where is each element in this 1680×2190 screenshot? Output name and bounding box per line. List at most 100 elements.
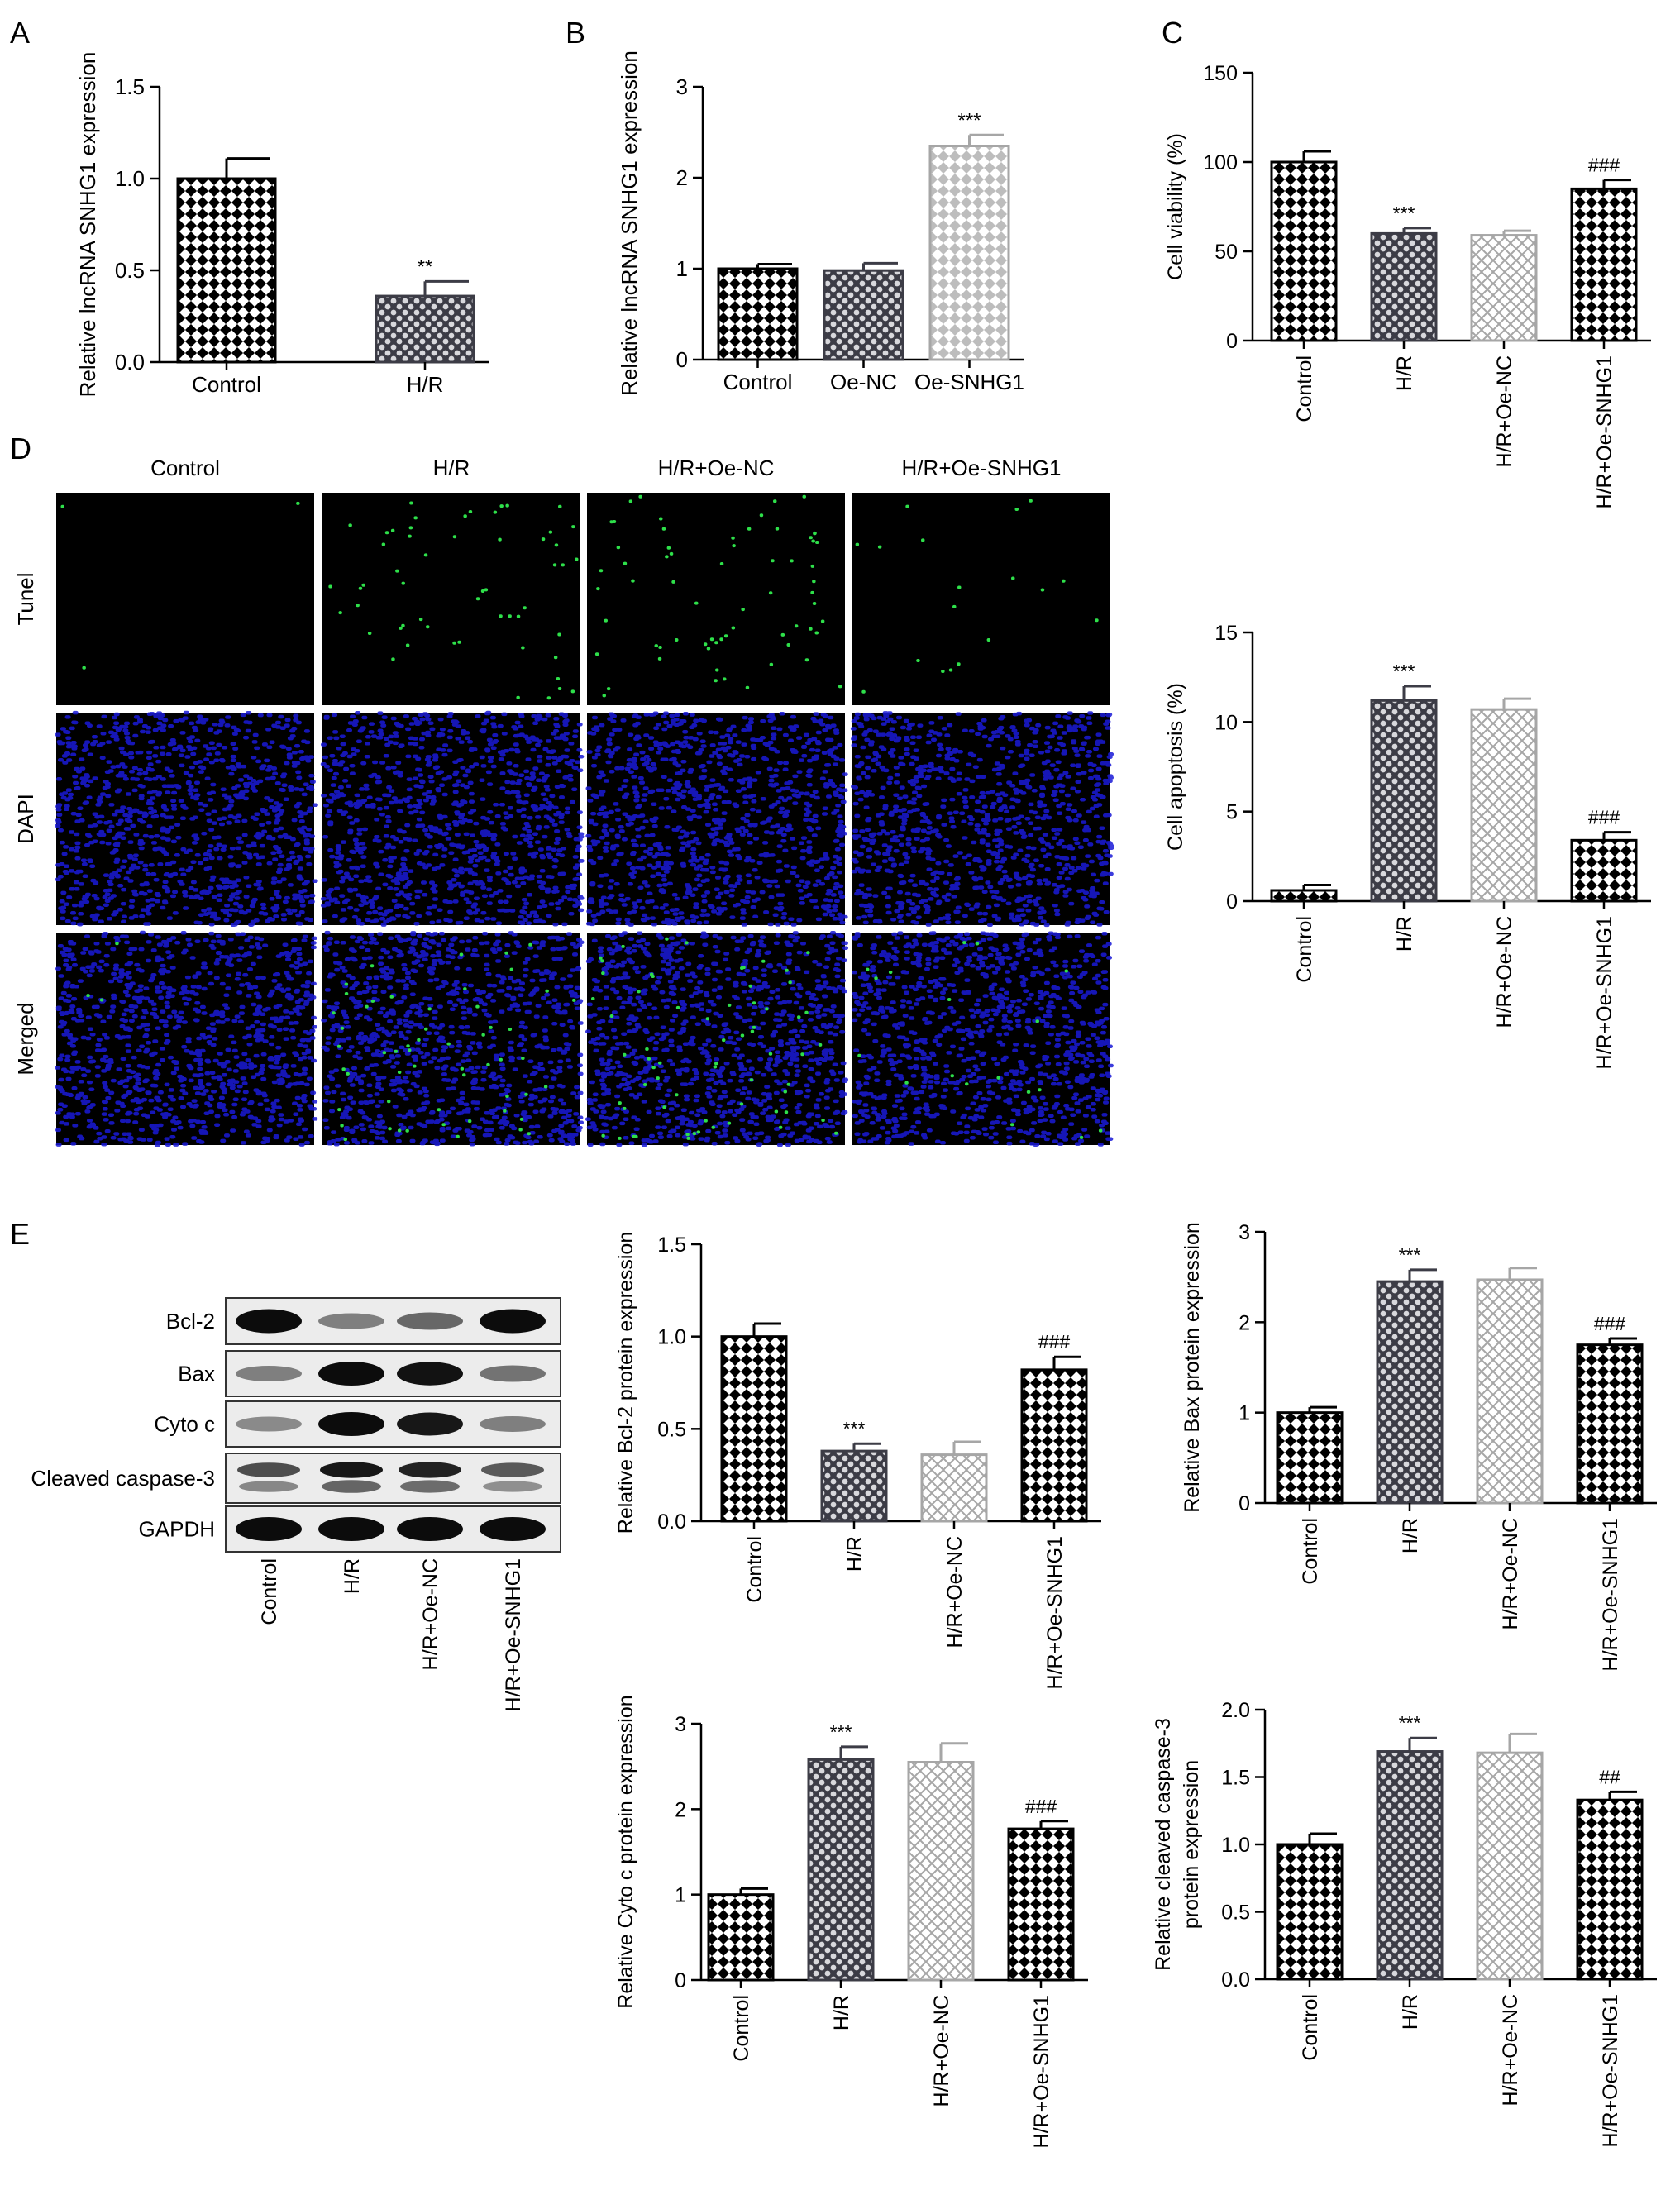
panel-letter-d: D <box>10 432 31 465</box>
bar-4 <box>1576 1798 1644 1981</box>
x-tick-label: Control <box>723 370 793 394</box>
y-tick-label: 0.5 <box>1221 1901 1250 1925</box>
x-tick-label: Control <box>1293 916 1316 983</box>
x-tick-label: H/R+Oe-SNHG1 <box>1030 1995 1053 2148</box>
significance-label: *** <box>830 1721 852 1743</box>
dapi-nuclei <box>850 711 1114 928</box>
dapi-nuclei <box>320 710 585 927</box>
micrograph-tunel-4 <box>852 493 1110 705</box>
y-tick-label: 150 <box>1203 62 1238 85</box>
microscopy-column-title: Control <box>150 456 220 480</box>
bar-2 <box>1370 231 1438 342</box>
x-tick-label: H/R+Oe-NC <box>1493 916 1516 1028</box>
blot-row-3: Cyto c <box>154 1400 561 1448</box>
band <box>399 1462 461 1478</box>
tunel-positive-cells <box>591 937 838 1140</box>
panel-letter-c: C <box>1162 16 1183 50</box>
x-tick-label: Control <box>743 1536 766 1603</box>
y-tick-label: 5 <box>1226 801 1238 824</box>
protein-label: Bcl-2 <box>166 1309 215 1334</box>
y-axis-label: Relative lncRNA SNHG1 expression <box>617 50 642 396</box>
y-tick-label: 1 <box>1239 1402 1250 1425</box>
micrograph-background <box>322 493 580 705</box>
lane-label: H/R <box>341 1558 364 1594</box>
microscopy-row-label: DAPI <box>13 794 38 844</box>
microscopy-panel: Control H/R H/R+Oe-NC H/R+Oe-SNHG1 Tunel DAPI… <box>13 456 1114 1147</box>
micrograph-background <box>852 493 1110 705</box>
y-tick-label: 1 <box>675 1884 686 1907</box>
microscopy-column-title: H/R <box>433 456 470 480</box>
micrograph-merged-3 <box>585 930 849 1147</box>
micrograph-background <box>587 933 845 1145</box>
significance-label: *** <box>843 1418 866 1439</box>
x-tick-label: Control <box>730 1995 753 2062</box>
y-tick-label: 2.0 <box>1221 1699 1250 1722</box>
microscopy-column-title: H/R+Oe-NC <box>658 456 775 480</box>
x-tick-label: H/R+Oe-NC <box>1499 1518 1522 1629</box>
band <box>480 1416 546 1432</box>
lane-label: Control <box>258 1558 281 1625</box>
x-tick-label: Control <box>1299 1518 1322 1585</box>
y-tick-label: 0 <box>1239 1492 1250 1515</box>
microscopy-row-label: Merged <box>13 1002 38 1075</box>
bar-1 <box>1276 1843 1344 1981</box>
significance-label: *** <box>1393 203 1415 224</box>
tunel-positive-cells <box>332 942 576 1142</box>
x-tick-label: H/R+Oe-SNHG1 <box>1043 1536 1067 1689</box>
significance-label: ** <box>418 255 433 278</box>
micrograph-dapi-1 <box>55 710 318 928</box>
bar-3 <box>920 1453 988 1523</box>
significance-label: ### <box>1025 1796 1057 1817</box>
micrograph-merged-1 <box>55 930 318 1147</box>
x-tick-label: H/R <box>843 1536 866 1572</box>
bar-3 <box>928 145 1010 361</box>
y-tick-label: 50 <box>1215 241 1238 264</box>
band <box>318 1412 384 1436</box>
panel-letter-b: B <box>566 16 585 50</box>
tunel-positive-cells <box>855 499 1099 694</box>
x-tick-label: Oe-NC <box>830 370 897 394</box>
band <box>320 1462 383 1478</box>
chart-e4: 0.0 0.5 1.0 1.5 2.0 Relative cleaved caspase-… <box>1152 1699 1657 2147</box>
y-axis-label: Cell apoptosis (%) <box>1164 683 1187 851</box>
y-axis-label: Relative cleaved caspase-3 <box>1152 1718 1175 1971</box>
y-tick-label: 3 <box>675 1713 686 1736</box>
bar-1 <box>717 267 799 361</box>
bar-3 <box>1476 1751 1544 1981</box>
x-tick-label: H/R+Oe-NC <box>943 1536 966 1648</box>
x-tick-label: H/R+Oe-NC <box>1499 1994 1522 2106</box>
tunel-positive-cells <box>328 501 579 700</box>
bar-1 <box>720 1335 788 1523</box>
y-tick-label: 3 <box>676 74 688 99</box>
blot-row-1: Bcl-2 <box>166 1297 561 1345</box>
panel-letters: A B C D E <box>10 16 1183 1251</box>
significance-label: *** <box>1399 1712 1421 1734</box>
bar-1 <box>1276 1411 1344 1505</box>
significance-label: ### <box>1594 1313 1626 1334</box>
bar-3 <box>1470 234 1538 342</box>
y-axis-label: protein expression <box>1180 1760 1203 1929</box>
micrograph-dapi-3 <box>585 711 848 927</box>
bar-1 <box>707 1893 775 1982</box>
protein-label: GAPDH <box>139 1517 215 1542</box>
y-tick-label: 0 <box>675 1969 686 1992</box>
x-tick-label: H/R <box>1399 1518 1422 1553</box>
microscopy-column-title: H/R+Oe-SNHG1 <box>902 456 1062 480</box>
western-blot-panel: Bcl-2 Bax Cyto c Cleaved caspase-3 GAPDH Cont… <box>31 1297 561 1711</box>
tunel-positive-cells <box>86 942 119 1002</box>
bar-2 <box>1376 1750 1444 1981</box>
x-tick-label: H/R+Oe-SNHG1 <box>1599 1994 1622 2147</box>
x-tick-label: H/R+Oe-SNHG1 <box>1593 355 1616 508</box>
x-tick-label: Control <box>1293 355 1316 422</box>
tunel-positive-cells <box>60 501 300 670</box>
protein-label: Cleaved caspase-3 <box>31 1466 215 1491</box>
x-tick-label: H/R <box>830 1995 853 2030</box>
band <box>318 1313 384 1329</box>
x-tick-label: H/R <box>1399 1994 1422 2030</box>
dapi-nuclei <box>55 710 318 928</box>
band <box>397 1362 463 1386</box>
bar-3 <box>1470 708 1538 903</box>
y-axis-label: Relative Bcl-2 protein expression <box>614 1232 637 1534</box>
x-tick-label: H/R+Oe-NC <box>1493 355 1516 467</box>
